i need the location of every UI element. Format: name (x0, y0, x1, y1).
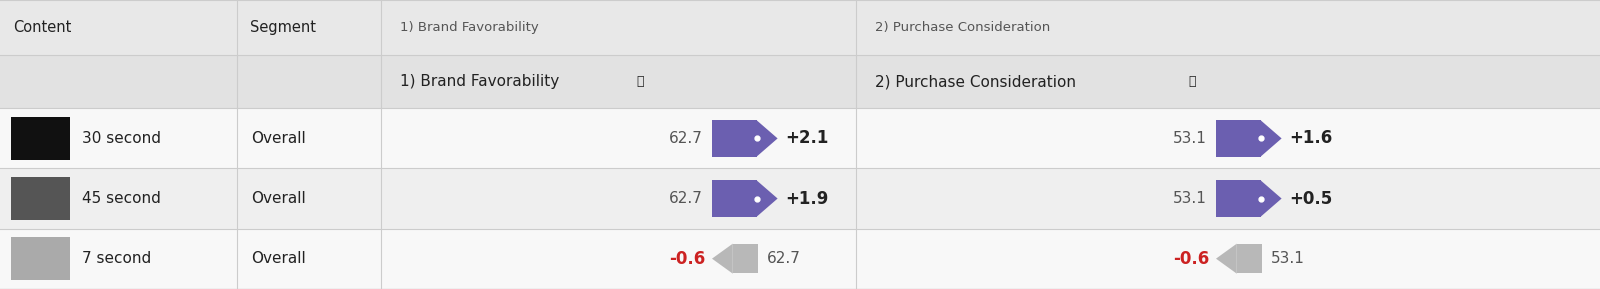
Text: ⓘ: ⓘ (637, 75, 645, 88)
Text: 62.7: 62.7 (766, 251, 800, 266)
Text: 45 second: 45 second (82, 191, 160, 206)
Bar (0, 168, 1600, 229)
Text: -0.6: -0.6 (669, 250, 706, 268)
Text: Segment: Segment (250, 20, 315, 35)
Text: Content: Content (13, 20, 70, 35)
Text: 30 second: 30 second (82, 131, 160, 146)
Text: Overall: Overall (251, 251, 306, 266)
Bar (1237, 244, 1262, 273)
Text: 53.1: 53.1 (1173, 191, 1206, 206)
Text: 62.7: 62.7 (669, 191, 702, 206)
Text: Overall: Overall (251, 191, 306, 206)
Bar (1216, 120, 1261, 157)
Text: Overall: Overall (251, 131, 306, 146)
Polygon shape (712, 244, 733, 274)
Polygon shape (1216, 244, 1237, 274)
Bar (0, 229, 1600, 289)
Text: 2) Purchase Consideration: 2) Purchase Consideration (875, 21, 1051, 34)
Text: 1) Brand Favorability: 1) Brand Favorability (400, 74, 560, 89)
Bar (11, 117, 70, 160)
Bar (0, 55, 1600, 108)
Polygon shape (757, 121, 778, 156)
Bar (0, 108, 1600, 168)
Text: +1.9: +1.9 (786, 190, 829, 208)
Text: +1.6: +1.6 (1290, 129, 1333, 147)
Text: 53.1: 53.1 (1270, 251, 1304, 266)
Bar (712, 180, 757, 217)
Polygon shape (757, 181, 778, 216)
Text: 62.7: 62.7 (669, 131, 702, 146)
Text: 1) Brand Favorability: 1) Brand Favorability (400, 21, 539, 34)
Polygon shape (1261, 181, 1282, 216)
Bar (733, 244, 758, 273)
Text: +2.1: +2.1 (786, 129, 829, 147)
Bar (712, 120, 757, 157)
Bar (1216, 180, 1261, 217)
Text: 53.1: 53.1 (1173, 131, 1206, 146)
Polygon shape (1261, 121, 1282, 156)
Bar (11, 177, 70, 220)
Text: -0.6: -0.6 (1173, 250, 1210, 268)
Bar (11, 237, 70, 280)
Text: ⓘ: ⓘ (1189, 75, 1197, 88)
Text: +0.5: +0.5 (1290, 190, 1333, 208)
Bar (0, 0, 1600, 55)
Text: 7 second: 7 second (82, 251, 150, 266)
Text: 2) Purchase Consideration: 2) Purchase Consideration (875, 74, 1077, 89)
